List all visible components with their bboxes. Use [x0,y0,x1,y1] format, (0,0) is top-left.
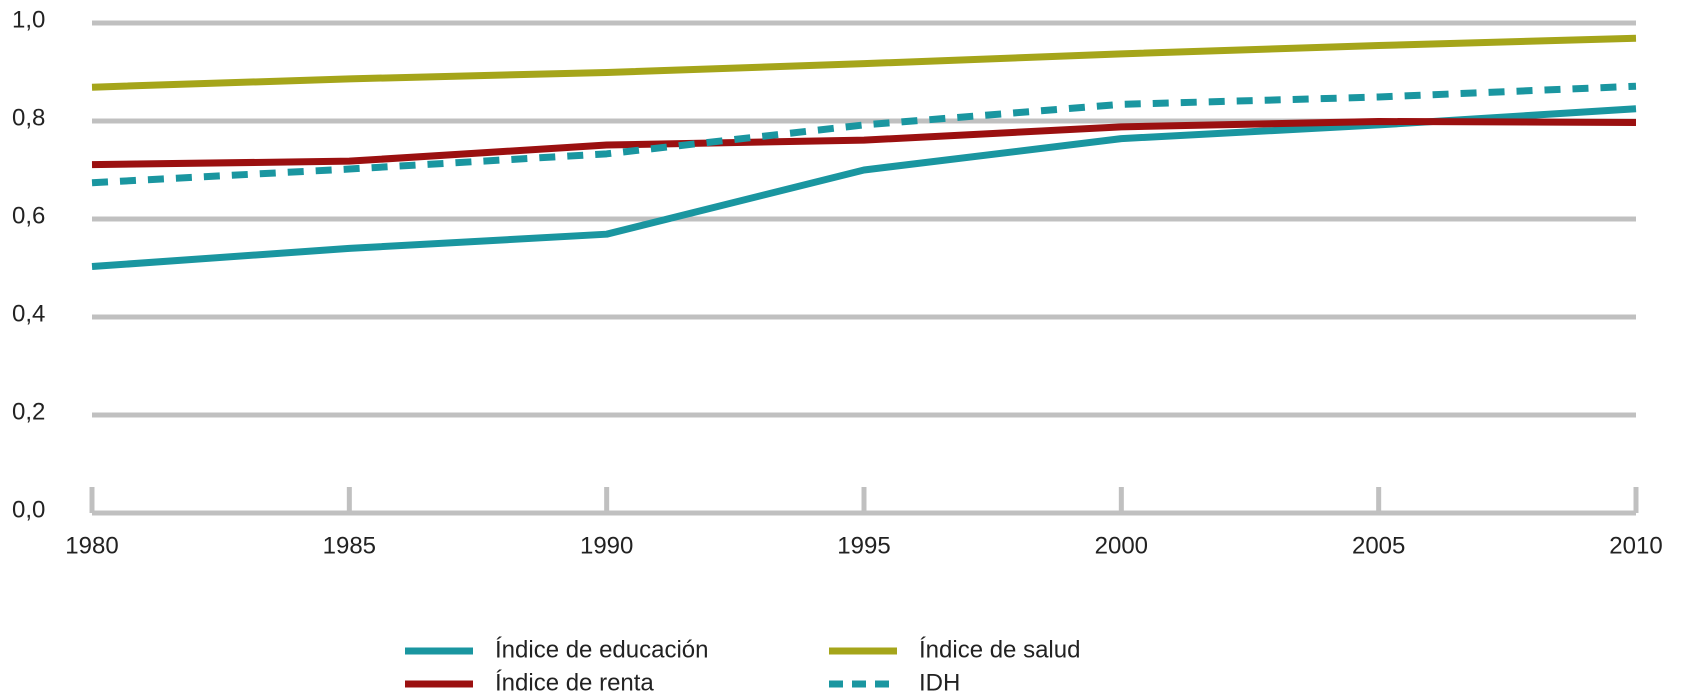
x-tick-label: 1995 [837,532,890,559]
legend-label: IDH [919,669,960,696]
x-tick-label: 1985 [323,532,376,559]
legend-label: Índice de salud [919,636,1080,663]
x-tick-label: 1990 [580,532,633,559]
y-tick-label: 0,8 [12,104,45,131]
series-line [91,82,1637,187]
x-tick-label: 2005 [1352,532,1405,559]
series-line [91,105,1637,271]
y-tick-label: 0,6 [12,202,45,229]
legend-label: Índice de renta [495,669,654,696]
y-tick-label: 0,2 [12,398,45,425]
x-tick-label: 1980 [65,532,118,559]
x-tick-label: 2010 [1609,532,1662,559]
series-line [91,117,1637,169]
y-tick-label: 1,0 [12,6,45,33]
y-tick-label: 0,0 [12,496,45,523]
legend-label: Índice de educación [495,636,709,663]
x-tick-label: 2000 [1095,532,1148,559]
series-line [91,34,1637,91]
y-tick-label: 0,4 [12,300,45,327]
